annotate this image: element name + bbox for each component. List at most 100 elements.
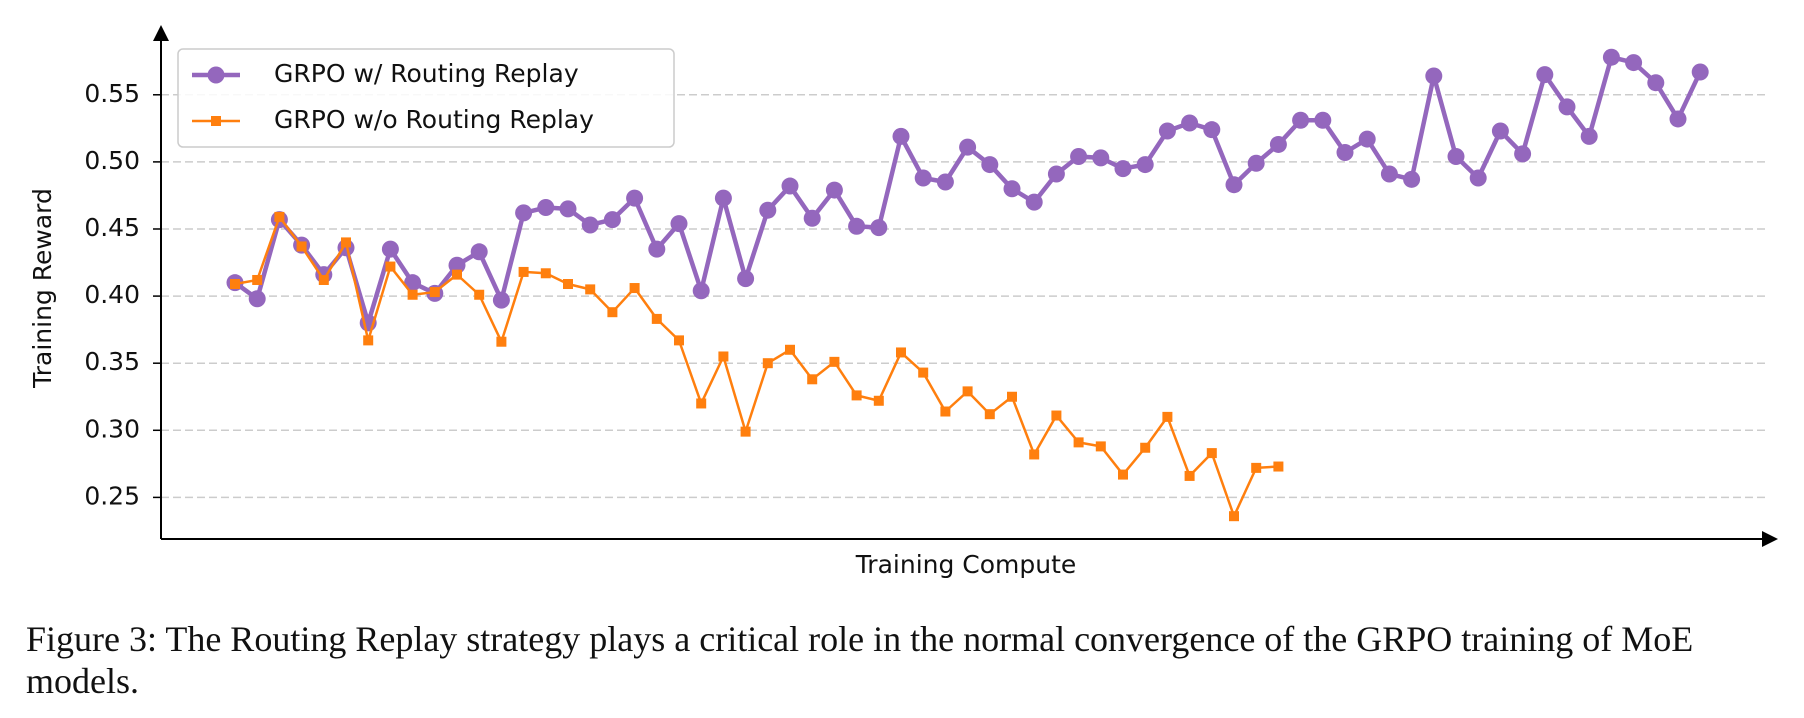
point bbox=[1184, 470, 1195, 481]
point bbox=[252, 274, 263, 285]
point bbox=[1491, 122, 1509, 140]
point bbox=[674, 335, 684, 346]
point bbox=[873, 395, 884, 406]
point bbox=[718, 351, 729, 362]
point bbox=[1206, 448, 1217, 459]
point bbox=[1162, 411, 1173, 422]
x-axis-label: Training Compute bbox=[855, 550, 1077, 579]
point bbox=[492, 291, 510, 309]
y-tick-label: 0.45 bbox=[84, 213, 140, 242]
point bbox=[1118, 469, 1128, 480]
point bbox=[981, 156, 999, 174]
legend-label: GRPO w/o Routing Replay bbox=[274, 105, 594, 134]
point bbox=[1536, 66, 1554, 84]
point bbox=[1380, 165, 1398, 183]
point bbox=[1136, 156, 1154, 174]
point bbox=[1558, 98, 1576, 116]
point bbox=[407, 289, 418, 300]
point bbox=[651, 313, 662, 324]
point bbox=[1225, 176, 1243, 194]
point bbox=[870, 219, 888, 237]
point bbox=[825, 181, 843, 199]
point bbox=[629, 283, 640, 294]
point bbox=[1425, 67, 1443, 85]
point bbox=[274, 211, 285, 222]
point bbox=[1247, 154, 1265, 172]
point bbox=[296, 241, 307, 252]
point bbox=[918, 367, 929, 378]
point bbox=[1092, 149, 1110, 167]
point bbox=[230, 279, 240, 290]
point bbox=[1647, 74, 1665, 92]
point bbox=[1095, 441, 1106, 452]
point bbox=[740, 426, 751, 437]
point bbox=[1158, 122, 1176, 140]
y-tick-label: 0.40 bbox=[84, 280, 140, 309]
point bbox=[381, 240, 399, 258]
point bbox=[896, 347, 906, 358]
y-tick-label: 0.30 bbox=[84, 414, 140, 443]
point bbox=[1003, 180, 1021, 198]
point bbox=[1070, 148, 1088, 166]
point bbox=[1669, 110, 1687, 128]
point bbox=[1447, 148, 1465, 166]
point bbox=[452, 269, 462, 280]
point bbox=[1514, 145, 1532, 163]
point bbox=[470, 243, 488, 261]
point bbox=[984, 409, 995, 420]
point bbox=[1073, 437, 1084, 448]
point bbox=[1625, 54, 1643, 72]
point bbox=[537, 199, 555, 217]
point bbox=[1181, 114, 1199, 132]
point bbox=[1047, 165, 1065, 183]
y-axis-arrow bbox=[153, 25, 169, 41]
point bbox=[429, 287, 440, 298]
legend-marker bbox=[211, 116, 221, 126]
point bbox=[1140, 442, 1151, 453]
legend-marker bbox=[207, 66, 225, 84]
point bbox=[807, 374, 818, 385]
point bbox=[714, 189, 732, 207]
point bbox=[515, 204, 533, 222]
point bbox=[363, 335, 374, 346]
point bbox=[692, 282, 710, 300]
point bbox=[781, 177, 799, 195]
point bbox=[1691, 63, 1709, 81]
point bbox=[318, 274, 329, 285]
point bbox=[1269, 135, 1287, 153]
point bbox=[1114, 160, 1132, 178]
point bbox=[940, 406, 951, 417]
point bbox=[496, 336, 507, 347]
point bbox=[1007, 391, 1017, 402]
point bbox=[1292, 111, 1310, 129]
point bbox=[518, 266, 529, 277]
point bbox=[540, 268, 551, 279]
point bbox=[385, 261, 396, 272]
legend-box bbox=[177, 48, 675, 148]
point bbox=[1336, 143, 1354, 161]
point bbox=[404, 274, 422, 292]
point bbox=[603, 211, 621, 229]
y-tick-label: 0.55 bbox=[84, 79, 140, 108]
point bbox=[1029, 449, 1040, 460]
y-tick-label: 0.25 bbox=[84, 481, 140, 510]
y-axis-label: Training Reward bbox=[28, 188, 57, 389]
chart: Training Reward Training Compute 0.25 0.3… bbox=[28, 25, 1778, 579]
point bbox=[848, 217, 866, 235]
point bbox=[581, 216, 599, 234]
point bbox=[962, 386, 973, 397]
point bbox=[1469, 169, 1487, 187]
point bbox=[1403, 170, 1421, 188]
point bbox=[1273, 461, 1284, 472]
point bbox=[829, 356, 840, 367]
point bbox=[648, 240, 666, 258]
legend-label: GRPO w/ Routing Replay bbox=[274, 59, 579, 88]
point bbox=[1051, 410, 1062, 421]
point bbox=[785, 344, 795, 355]
point bbox=[563, 279, 573, 290]
point bbox=[914, 169, 932, 187]
point bbox=[585, 284, 596, 295]
point bbox=[892, 127, 910, 145]
point bbox=[959, 138, 977, 156]
